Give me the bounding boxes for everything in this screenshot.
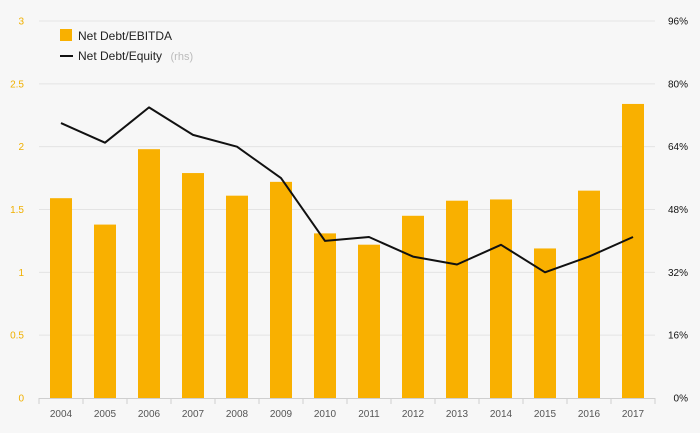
y-left-tick-label: 2.5 <box>10 79 24 90</box>
y-right-tick-label: 64% <box>668 142 688 153</box>
bar-2005 <box>94 224 116 398</box>
bar-2006 <box>138 149 160 398</box>
y-axis-right: 0% 16% 32% 48% 64% 80% 96% <box>668 17 688 405</box>
legend-label-net-debt-equity: Net Debt/Equity (rhs) <box>78 47 193 64</box>
bar-series-net-debt-ebitda <box>50 103 644 398</box>
legend-label-net-debt-equity-name: Net Debt/Equity <box>78 49 162 63</box>
y-axis-left: 0 0.5 1 1.5 2 2.5 3 <box>10 17 24 405</box>
x-tick-label: 2006 <box>138 409 161 420</box>
y-right-tick-label: 80% <box>668 79 688 90</box>
x-tick-label: 2010 <box>314 409 337 420</box>
x-tick-label: 2011 <box>358 409 380 420</box>
y-left-tick-label: 3 <box>18 17 24 28</box>
y-right-tick-label: 0% <box>674 394 689 405</box>
x-tick-label: 2005 <box>94 409 117 420</box>
x-tick-label: 2008 <box>226 409 249 420</box>
x-tick-label: 2004 <box>50 409 73 420</box>
line-net-debt-equity <box>60 106 634 274</box>
legend-swatch-net-debt-ebitda <box>60 29 72 41</box>
y-left-tick-label: 0 <box>18 394 24 405</box>
legend-label-rhs: (rhs) <box>171 51 194 63</box>
line-series-net-debt-equity <box>60 106 634 274</box>
x-tick-label: 2016 <box>578 409 601 420</box>
y-right-tick-label: 32% <box>668 268 688 279</box>
x-tick-label: 2017 <box>622 409 645 420</box>
bar-2016 <box>578 190 600 398</box>
x-tick-label: 2014 <box>490 409 513 420</box>
y-left-tick-label: 2 <box>18 142 24 153</box>
y-left-tick-label: 1 <box>18 268 24 279</box>
legend-label-net-debt-ebitda: Net Debt/EBITDA <box>78 29 172 43</box>
x-axis: 2004 2005 2006 2007 2008 2009 2010 2011 2012 2013… <box>38 398 656 420</box>
bar-2007 <box>182 173 204 398</box>
bar-2004 <box>50 198 72 398</box>
y-right-tick-label: 96% <box>668 17 688 28</box>
bar-2008 <box>226 195 248 398</box>
bar-2017 <box>622 103 644 398</box>
bar-2012 <box>402 215 424 398</box>
bar-2014 <box>490 199 512 398</box>
y-left-tick-label: 1.5 <box>10 205 24 216</box>
x-tick-label: 2013 <box>446 409 469 420</box>
x-tick-label: 2015 <box>534 409 557 420</box>
x-tick-label: 2009 <box>270 409 293 420</box>
bar-2013 <box>446 200 468 398</box>
grid <box>39 20 655 336</box>
bar-2010 <box>314 233 336 398</box>
y-right-tick-label: 48% <box>668 205 688 216</box>
legend: Net Debt/EBITDA Net Debt/Equity (rhs) <box>60 29 193 64</box>
bar-2009 <box>270 181 292 398</box>
y-left-tick-label: 0.5 <box>10 331 24 342</box>
x-tick-label: 2012 <box>402 409 425 420</box>
bar-2011 <box>358 244 380 398</box>
x-tick-label: 2007 <box>182 409 205 420</box>
bar-2015 <box>534 248 556 398</box>
y-right-tick-label: 16% <box>668 331 688 342</box>
